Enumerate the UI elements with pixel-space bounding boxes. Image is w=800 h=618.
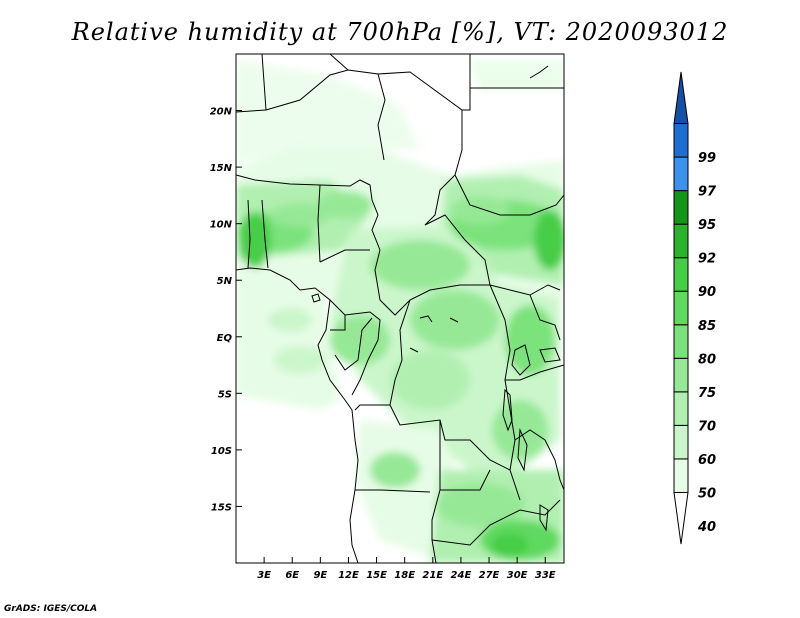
x-axis: 3E 6E 9E 12E 15E 18E 21E 24E 27E 30E 33E <box>257 557 556 581</box>
colorbar-swatch <box>673 391 689 426</box>
x-tick-label: 6E <box>285 570 299 581</box>
y-tick-label: 5N <box>217 276 233 287</box>
x-tick-label: 15E <box>366 570 387 581</box>
humidity-field <box>236 54 564 563</box>
y-tick-label: EQ <box>217 333 233 344</box>
colorbar-label: 92 <box>698 252 716 267</box>
x-tick-label: 33E <box>535 570 556 581</box>
x-tick-label: 3E <box>257 570 271 581</box>
colorbar-swatch <box>673 290 689 326</box>
colorbar-label: 60 <box>698 453 716 468</box>
colorbar-label: 95 <box>698 218 716 233</box>
x-tick-label: 9E <box>313 570 327 581</box>
x-tick-label: 18E <box>394 570 415 581</box>
colorbar-legend: 40 50 60 70 75 80 85 90 92 95 97 99 <box>673 71 717 545</box>
y-tick-label: 5S <box>218 389 232 400</box>
colorbar-swatch <box>673 491 689 545</box>
x-tick-label: 27E <box>479 570 500 581</box>
plot-frame <box>235 53 565 564</box>
colorbar-swatch <box>673 257 689 292</box>
colorbar-swatch <box>673 223 689 259</box>
chart-title: Relative humidity at 700hPa [%], VT: 202… <box>71 18 729 46</box>
x-tick-label: 24E <box>451 570 472 581</box>
colorbar-label: 40 <box>697 520 716 535</box>
country-borders <box>236 54 564 563</box>
colorbar-swatch <box>673 190 689 225</box>
x-tick-label: 30E <box>507 570 528 581</box>
colorbar-label: 70 <box>698 419 716 434</box>
colorbar-label: 75 <box>698 386 716 401</box>
colorbar-label: 99 <box>698 151 716 166</box>
y-tick-label: 20N <box>210 107 233 118</box>
colorbar-swatch <box>673 458 689 493</box>
x-tick-label: 21E <box>422 570 443 581</box>
colorbar-swatch <box>673 324 689 359</box>
colorbar-swatch <box>673 357 689 393</box>
y-tick-label: 15N <box>210 163 233 174</box>
colorbar-label: 85 <box>698 319 716 334</box>
colorbar-label: 97 <box>698 185 717 200</box>
y-tick-label: 10S <box>211 446 232 457</box>
y-tick-label: 15S <box>211 502 232 513</box>
colorbar-label: 80 <box>698 352 716 367</box>
y-axis: 20N 15N 10N 5N EQ 5S 10S 15S <box>210 107 242 513</box>
colorbar-swatch <box>673 156 689 192</box>
grads-credit: GrADS: IGES/COLA <box>4 604 98 614</box>
colorbar-swatch <box>673 123 689 158</box>
colorbar-label: 90 <box>698 285 716 300</box>
colorbar-label: 50 <box>698 486 716 501</box>
y-tick-label: 10N <box>210 220 233 231</box>
colorbar-swatch <box>673 424 689 460</box>
colorbar-swatch <box>673 71 689 125</box>
x-tick-label: 12E <box>338 570 359 581</box>
